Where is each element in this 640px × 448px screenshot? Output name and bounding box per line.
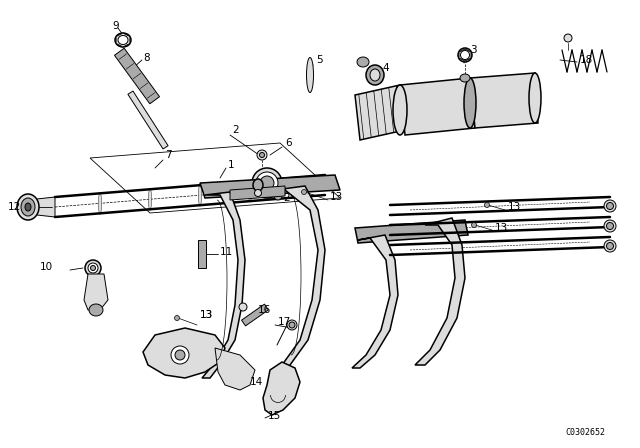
Polygon shape [230, 186, 285, 200]
Polygon shape [355, 85, 405, 140]
Polygon shape [28, 197, 55, 217]
Polygon shape [84, 274, 108, 310]
Text: 1: 1 [228, 160, 235, 170]
Ellipse shape [252, 168, 282, 198]
Polygon shape [200, 175, 340, 198]
Ellipse shape [564, 34, 572, 42]
Polygon shape [270, 186, 325, 378]
Ellipse shape [21, 198, 35, 216]
Ellipse shape [257, 150, 267, 160]
Ellipse shape [472, 223, 477, 228]
Ellipse shape [287, 320, 297, 330]
Ellipse shape [370, 69, 380, 81]
Ellipse shape [604, 220, 616, 232]
Ellipse shape [484, 202, 490, 207]
Ellipse shape [529, 73, 541, 123]
Polygon shape [415, 218, 465, 365]
Text: 14: 14 [250, 377, 263, 387]
Ellipse shape [85, 260, 101, 276]
Ellipse shape [115, 33, 131, 47]
Polygon shape [198, 240, 206, 268]
Text: 17: 17 [278, 317, 291, 327]
Ellipse shape [239, 303, 247, 311]
Polygon shape [400, 78, 475, 135]
Ellipse shape [175, 350, 185, 360]
Text: 15: 15 [268, 411, 281, 421]
Ellipse shape [607, 242, 614, 250]
Ellipse shape [274, 192, 282, 200]
Ellipse shape [607, 223, 614, 229]
Polygon shape [128, 91, 168, 149]
Ellipse shape [260, 176, 274, 190]
Ellipse shape [259, 152, 264, 158]
Ellipse shape [607, 202, 614, 210]
Ellipse shape [458, 48, 472, 62]
Ellipse shape [253, 179, 263, 191]
Text: 10: 10 [40, 262, 53, 272]
Ellipse shape [393, 85, 407, 135]
Ellipse shape [464, 78, 476, 128]
Polygon shape [241, 304, 268, 326]
Ellipse shape [99, 192, 102, 214]
Text: 7: 7 [165, 150, 172, 160]
Polygon shape [355, 220, 468, 243]
Ellipse shape [88, 263, 98, 273]
Text: 5: 5 [316, 55, 323, 65]
Ellipse shape [198, 184, 202, 206]
Ellipse shape [25, 203, 31, 211]
Text: 18: 18 [580, 55, 593, 65]
Polygon shape [116, 33, 130, 47]
Ellipse shape [604, 240, 616, 252]
Text: 13: 13 [330, 192, 343, 202]
Ellipse shape [255, 190, 262, 197]
Ellipse shape [148, 188, 152, 210]
Text: 12: 12 [8, 202, 21, 212]
Text: 13: 13 [508, 202, 521, 212]
Ellipse shape [604, 200, 616, 212]
Text: 11: 11 [220, 247, 233, 257]
Polygon shape [143, 328, 225, 378]
Polygon shape [202, 192, 245, 378]
Text: 16: 16 [258, 305, 271, 315]
Polygon shape [459, 49, 471, 61]
Ellipse shape [307, 57, 314, 92]
Ellipse shape [289, 322, 295, 328]
Ellipse shape [461, 51, 470, 60]
Polygon shape [263, 362, 300, 415]
Polygon shape [215, 348, 255, 390]
Text: C0302652: C0302652 [565, 427, 605, 436]
Ellipse shape [256, 172, 278, 194]
Ellipse shape [89, 304, 103, 316]
Ellipse shape [357, 57, 369, 67]
Text: 13: 13 [200, 310, 213, 320]
Text: 13: 13 [495, 223, 508, 233]
Text: 8: 8 [143, 53, 150, 63]
Text: 2: 2 [283, 193, 290, 203]
Ellipse shape [248, 180, 252, 202]
Text: 2: 2 [232, 125, 239, 135]
Ellipse shape [460, 74, 470, 82]
Ellipse shape [90, 266, 95, 271]
Text: 13: 13 [200, 310, 213, 320]
Text: 9: 9 [112, 21, 118, 31]
Text: 4: 4 [382, 63, 388, 73]
Ellipse shape [17, 194, 39, 220]
Ellipse shape [175, 315, 179, 320]
Polygon shape [115, 48, 159, 104]
Ellipse shape [301, 190, 307, 194]
Ellipse shape [366, 65, 384, 85]
Polygon shape [470, 73, 538, 128]
Ellipse shape [118, 35, 128, 44]
Ellipse shape [171, 346, 189, 364]
Polygon shape [352, 235, 398, 368]
Text: 3: 3 [470, 45, 477, 55]
Text: 6: 6 [285, 138, 292, 148]
